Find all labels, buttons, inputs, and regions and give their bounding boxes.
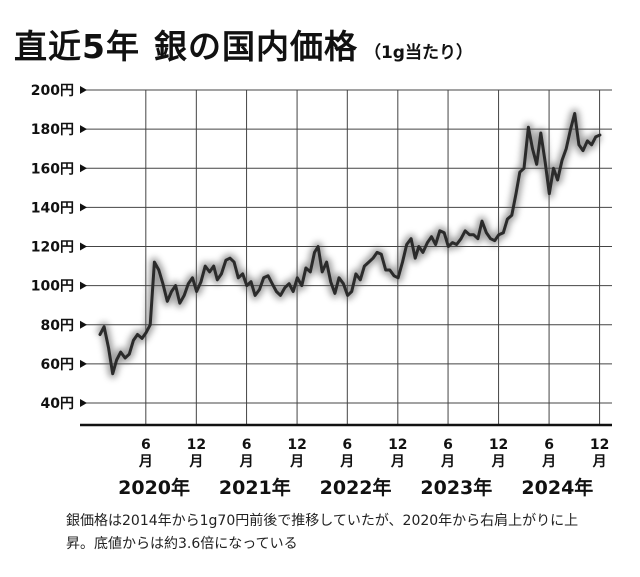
x-year-label: 2021年 [219,476,291,499]
chart-title: 直近5年 銀の国内価格 （1g当たり） [14,20,624,72]
y-tick-marker [80,125,87,134]
y-tick-label: 140円 [31,200,74,216]
chart-title-subject: 銀の国内価格 [153,27,358,66]
y-tick-marker [80,359,87,368]
y-tick-marker [80,242,87,251]
y-axis: 200円 180円 160円 140円 120円 100円 80円 60円 40円 [31,83,87,412]
y-tick-marker [80,203,87,212]
x-year-label: 2020年 [118,476,190,499]
x-tick-month-unit: 月 [188,454,203,470]
x-tick-month-number: 6 [242,437,252,453]
chart-caption: 銀価格は2014年から1g70円前後で推移していたが、2020年から右肩上がりに… [66,513,579,552]
x-tick-label: 12月 [388,437,407,470]
x-tick-label: 6月 [541,437,556,470]
x-tick-label: 6月 [138,437,153,470]
x-tick-month-number: 6 [342,437,352,453]
x-tick-label: 12月 [489,437,508,470]
price-series [96,109,602,379]
x-year-label: 2024年 [521,476,593,499]
x-tick-month-unit: 月 [390,454,405,470]
y-tick-label: 60円 [41,357,74,373]
y-tick-label: 180円 [31,122,74,138]
y-tick-label: 120円 [31,240,74,256]
x-tick-month-number: 12 [590,437,609,453]
x-tick-month-unit: 月 [592,454,607,470]
y-tick-label: 160円 [31,161,74,177]
x-year-label: 2023年 [420,476,492,499]
chart-title-unit: （1g当たり） [363,43,473,63]
y-tick-label: 80円 [41,318,74,334]
x-tick-month-unit: 月 [138,454,153,470]
x-tick-month-number: 6 [544,437,554,453]
x-tick-month-number: 12 [287,437,306,453]
x-tick-label: 6月 [440,437,455,470]
x-tick-month-unit: 月 [541,454,556,470]
x-tick-month-unit: 月 [491,454,506,470]
x-tick-label: 12月 [187,437,206,470]
x-tick-label: 6月 [339,437,354,470]
chart-title-period: 直近5年 [14,27,140,66]
x-tick-month-number: 12 [187,437,206,453]
y-tick-marker [80,164,87,173]
y-tick-label: 100円 [31,279,74,295]
y-tick-label: 200円 [31,83,74,99]
x-tick-label: 6月 [239,437,254,470]
x-tick-month-number: 6 [443,437,453,453]
x-tick-month-unit: 月 [289,454,304,470]
x-tick-month-unit: 月 [339,454,354,470]
x-tick-month-number: 12 [388,437,407,453]
x-tick-month-unit: 月 [440,454,455,470]
x-tick-label: 12月 [590,437,609,470]
x-tick-label: 12月 [287,437,306,470]
y-tick-marker [80,399,87,407]
x-year-label: 2022年 [320,476,392,499]
price-line [98,112,602,376]
y-tick-label: 40円 [41,396,74,412]
x-tick-month-number: 6 [141,437,151,453]
y-tick-marker [80,320,87,329]
grid-lines [80,89,612,425]
x-tick-month-unit: 月 [239,454,254,470]
y-tick-marker [80,281,87,290]
y-tick-marker [80,86,87,94]
x-tick-month-number: 12 [489,437,508,453]
